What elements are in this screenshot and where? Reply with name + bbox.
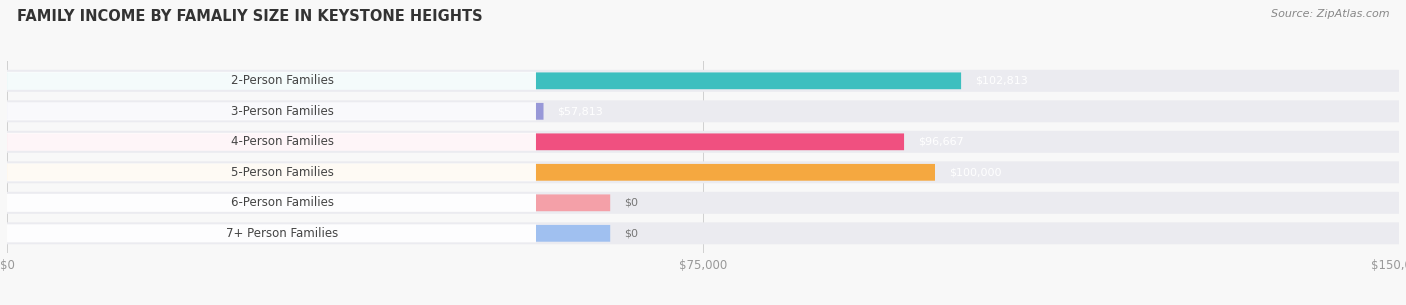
- Text: 3-Person Families: 3-Person Families: [231, 105, 333, 118]
- FancyBboxPatch shape: [536, 225, 610, 242]
- FancyBboxPatch shape: [7, 131, 1399, 153]
- Text: $57,813: $57,813: [557, 106, 603, 116]
- FancyBboxPatch shape: [7, 100, 1399, 122]
- Text: $100,000: $100,000: [949, 167, 1001, 177]
- FancyBboxPatch shape: [7, 102, 536, 120]
- Text: $0: $0: [624, 198, 638, 208]
- FancyBboxPatch shape: [7, 133, 536, 151]
- FancyBboxPatch shape: [7, 103, 544, 120]
- FancyBboxPatch shape: [7, 70, 1399, 92]
- Text: 7+ Person Families: 7+ Person Families: [226, 227, 339, 240]
- FancyBboxPatch shape: [7, 134, 904, 150]
- Text: $96,667: $96,667: [918, 137, 963, 147]
- FancyBboxPatch shape: [7, 224, 536, 242]
- Text: Source: ZipAtlas.com: Source: ZipAtlas.com: [1271, 9, 1389, 19]
- Text: $0: $0: [624, 228, 638, 238]
- FancyBboxPatch shape: [7, 192, 1399, 214]
- FancyBboxPatch shape: [7, 194, 536, 212]
- FancyBboxPatch shape: [7, 222, 1399, 244]
- FancyBboxPatch shape: [7, 72, 536, 90]
- Text: 4-Person Families: 4-Person Families: [231, 135, 333, 148]
- FancyBboxPatch shape: [7, 163, 536, 181]
- Text: $102,813: $102,813: [974, 76, 1028, 86]
- FancyBboxPatch shape: [536, 195, 610, 211]
- FancyBboxPatch shape: [7, 164, 935, 181]
- Text: 2-Person Families: 2-Person Families: [231, 74, 333, 87]
- FancyBboxPatch shape: [7, 161, 1399, 183]
- Text: 6-Person Families: 6-Person Families: [231, 196, 333, 209]
- Text: FAMILY INCOME BY FAMALIY SIZE IN KEYSTONE HEIGHTS: FAMILY INCOME BY FAMALIY SIZE IN KEYSTON…: [17, 9, 482, 24]
- FancyBboxPatch shape: [7, 73, 962, 89]
- Text: 5-Person Families: 5-Person Families: [231, 166, 333, 179]
